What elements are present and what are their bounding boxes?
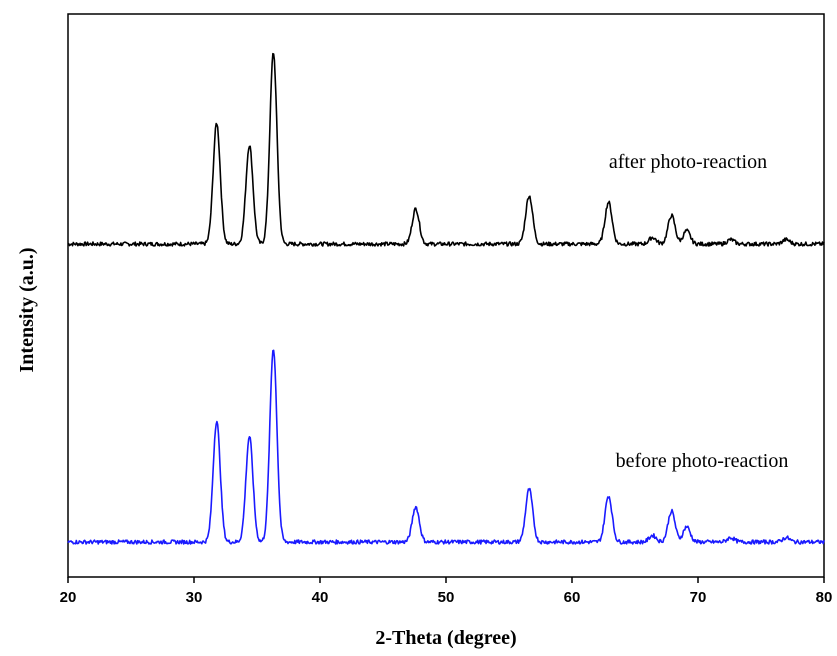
plot-frame [67,13,825,578]
x-tick-label: 40 [312,589,329,606]
series-line-before [67,349,825,545]
x-tick-label: 30 [186,589,203,606]
x-tick-label: 50 [438,589,455,606]
x-axis-title: 2-Theta (degree) [375,627,516,649]
x-tick-label: 80 [816,589,833,606]
x-tick-label: 70 [690,589,707,606]
x-tick-label: 60 [564,589,581,606]
x-tick-label: 20 [60,589,77,606]
x-axis-ticks: 20 30 40 50 60 70 80 [60,577,833,606]
series-layer [67,52,825,545]
series-label-after: after photo-reaction [609,151,767,173]
y-axis-title: Intensity (a.u.) [16,247,38,372]
series-line-after [67,52,825,247]
series-label-before: before photo-reaction [616,450,789,472]
